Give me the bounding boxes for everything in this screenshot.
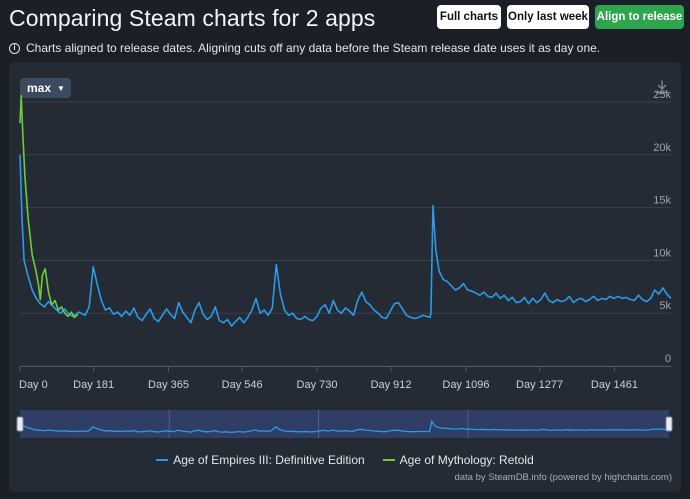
x-tick-label: Day 1277 <box>516 379 563 391</box>
legend-swatch <box>382 459 395 461</box>
x-tick-label: Day 1096 <box>442 379 489 391</box>
chart-credits[interactable]: data by SteamDB.info (powered by highcha… <box>454 472 672 483</box>
x-tick-label: Day 181 <box>73 379 114 391</box>
chart-panel: max ▼ 0 5k 10k 15k 20k 25k Day 0 Day 181 Day 36… <box>9 62 681 492</box>
y-tick-label: 20k <box>653 142 671 154</box>
legend-swatch <box>156 459 169 461</box>
align-to-release-button[interactable]: Align to release <box>595 5 684 29</box>
y-tick-label: 0 <box>665 353 671 365</box>
x-tick-label: Day 912 <box>371 379 412 391</box>
navigator-series-line <box>19 416 670 434</box>
last-week-button[interactable]: Only last week <box>507 5 589 29</box>
x-tick-label: Day 365 <box>148 379 189 391</box>
legend-label: Age of Empires III: Definitive Edition <box>173 453 365 467</box>
range-label: max <box>27 81 52 95</box>
x-tick-label: Day 730 <box>297 379 338 391</box>
caret-down-icon: ▼ <box>57 83 65 93</box>
x-tick-label: Day 0 <box>19 379 48 391</box>
navigator-handle-left[interactable] <box>16 416 24 432</box>
chart-legend: Age of Empires III: Definitive Edition A… <box>9 453 681 467</box>
page-title: Comparing Steam charts for 2 apps <box>9 5 376 31</box>
navigator-window <box>20 410 669 438</box>
info-text: Charts aligned to release dates. Alignin… <box>26 41 601 55</box>
range-selector[interactable]: max ▼ <box>20 78 71 98</box>
x-tick-label: Day 546 <box>222 379 263 391</box>
info-notice: i Charts aligned to release dates. Align… <box>9 41 600 55</box>
legend-label: Age of Mythology: Retold <box>399 453 534 467</box>
full-charts-button[interactable]: Full charts <box>437 5 501 29</box>
legend-item-aoe3[interactable]: Age of Empires III: Definitive Edition <box>156 453 365 467</box>
y-tick-label: 25k <box>653 89 671 101</box>
info-icon: i <box>9 42 20 54</box>
y-tick-label: 5k <box>659 300 671 312</box>
series-line-aom <box>19 94 79 319</box>
series-line-aoe3 <box>19 154 672 327</box>
line-chart: 0 5k 10k 15k 20k 25k Day 0 Day 181 Day 365 Day 5… <box>16 89 673 438</box>
navigator-handle-right[interactable] <box>665 416 673 432</box>
legend-item-aom[interactable]: Age of Mythology: Retold <box>382 453 534 467</box>
y-tick-label: 10k <box>653 247 671 259</box>
x-tick-label: Day 1461 <box>591 379 638 391</box>
download-icon[interactable] <box>654 79 670 95</box>
y-tick-label: 15k <box>653 195 671 207</box>
